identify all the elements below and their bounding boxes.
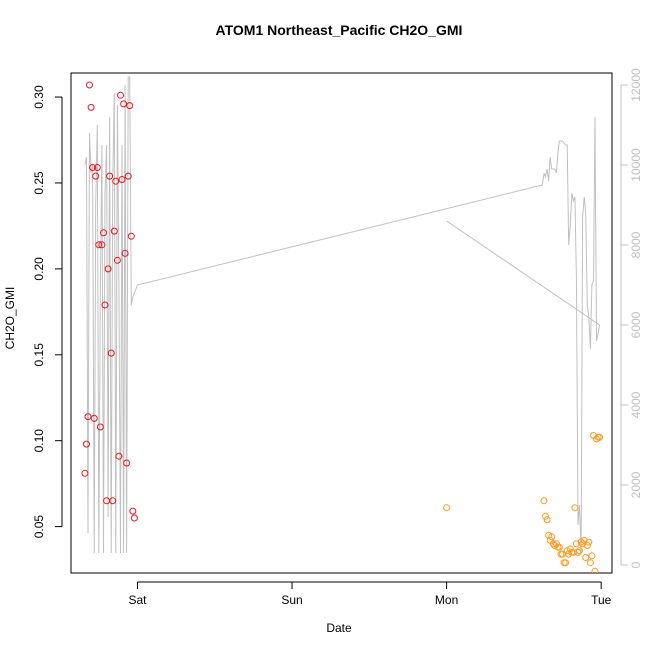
data-point-series-1: [126, 102, 134, 110]
data-point-series-2: [555, 543, 563, 551]
y2-tick-label: 12000: [629, 68, 643, 102]
data-point-series-1: [109, 497, 117, 505]
x-tick-label: Sun: [281, 593, 302, 607]
data-point-series-1: [81, 469, 89, 477]
data-point-series-1: [96, 423, 104, 431]
data-point-series-1: [120, 100, 128, 108]
data-point-series-1: [90, 414, 98, 422]
data-point-series-2: [579, 540, 587, 548]
plot-frame: [70, 72, 613, 574]
y2-tick-label: 8000: [629, 231, 643, 258]
y2-tick-label: 6000: [629, 311, 643, 338]
y2-tick-label: 2000: [629, 471, 643, 498]
data-point-series-1: [106, 172, 114, 180]
data-point-series-1: [121, 249, 129, 257]
data-point-series-1: [92, 172, 100, 180]
data-point-series-1: [112, 177, 120, 185]
altitude-diagonal-line: [446, 220, 600, 326]
data-point-series-2: [582, 554, 590, 561]
data-point-series-2: [562, 559, 570, 567]
data-point-series-2: [443, 504, 451, 512]
data-point-series-1: [124, 172, 132, 180]
data-point-series-1: [110, 227, 118, 235]
y2-tick-label: 10000: [629, 148, 643, 182]
data-point-series-2: [571, 504, 579, 512]
data-point-series-1: [87, 103, 95, 111]
data-point-series-1: [86, 81, 93, 89]
data-point-series-1: [107, 349, 115, 357]
y2-tick-label: 0: [629, 561, 643, 568]
data-point-series-2: [549, 540, 557, 548]
data-point-series-1: [104, 265, 112, 273]
data-point-series-2: [540, 497, 548, 505]
y-tick-label: 0.05: [32, 515, 46, 539]
y-axis-label: CH2O_GMI: [3, 287, 17, 350]
data-point-series-1: [113, 256, 121, 264]
data-point-series-1: [98, 241, 106, 249]
x-tick-label: Mon: [435, 593, 458, 607]
data-point-series-1: [115, 452, 123, 460]
data-point-series-1: [127, 232, 135, 240]
data-point-series-1: [118, 176, 126, 183]
data-point-series-2: [542, 512, 549, 520]
data-point-series-2: [586, 559, 594, 567]
x-axis: Sat Sun Mon Tue: [128, 581, 612, 607]
data-point-series-2: [543, 516, 551, 524]
data-point-series-1: [103, 497, 111, 505]
data-point-series-2: [580, 536, 588, 544]
data-point-series-1: [130, 514, 138, 522]
y-tick-label: 0.10: [32, 429, 46, 453]
data-point-series-1: [123, 459, 131, 467]
data-point-series-2: [583, 542, 591, 549]
x-axis-label: Date: [326, 621, 352, 635]
data-point-series-2: [569, 548, 577, 556]
data-point-series-2: [548, 533, 556, 541]
data-point-series-2: [585, 538, 593, 546]
y-tick-label: 0.25: [32, 171, 46, 195]
x-tick-label: Tue: [591, 593, 612, 607]
data-point-series-1: [84, 413, 92, 421]
data-point-series-1: [95, 241, 103, 249]
data-point-series-1: [129, 507, 137, 515]
data-point-series-2: [574, 548, 582, 556]
y2-tick-label: 4000: [629, 391, 643, 418]
y-tick-label: 0.15: [32, 343, 46, 367]
points-layer: [81, 81, 604, 573]
x-tick-label: Sat: [128, 593, 147, 607]
y-tick-label: 0.30: [32, 85, 46, 109]
data-point-series-1: [93, 164, 101, 171]
data-point-series-2: [576, 547, 583, 555]
data-point-series-1: [117, 91, 124, 99]
y-tick-label: 0.20: [32, 257, 46, 281]
altitude-layer: [84, 76, 601, 554]
data-point-series-2: [591, 567, 599, 573]
data-point-series-1: [101, 301, 109, 309]
data-point-series-1: [100, 229, 107, 237]
chart-title: ATOM1 Northeast_Pacific CH2O_GMI: [216, 22, 463, 38]
y2-axis: 0 2000 4000 6000 8000 10000 12000: [620, 68, 643, 568]
data-point-series-2: [596, 433, 604, 441]
data-point-series-1: [83, 440, 90, 448]
data-point-series-1: [89, 164, 97, 171]
y-axis: 0.05 0.10 0.15 0.20 0.25 0.30: [32, 85, 63, 539]
altitude-line: [84, 76, 601, 554]
data-point-series-2: [588, 552, 596, 560]
